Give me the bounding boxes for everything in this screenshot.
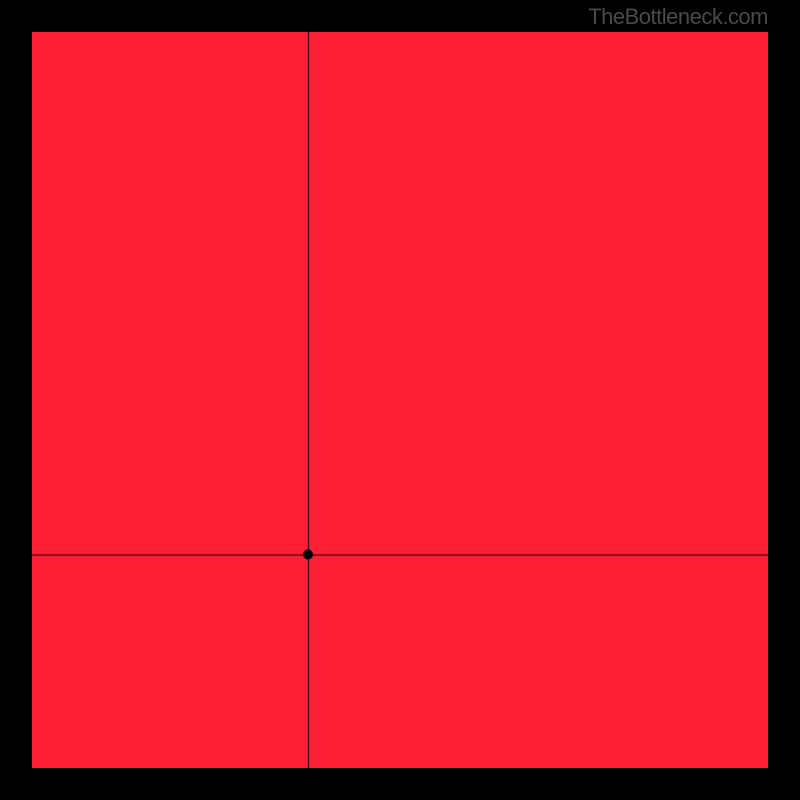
chart-container: TheBottleneck.com [0, 0, 800, 800]
watermark-text: TheBottleneck.com [588, 4, 768, 30]
heatmap-plot [32, 32, 768, 768]
heatmap-canvas [32, 32, 768, 768]
